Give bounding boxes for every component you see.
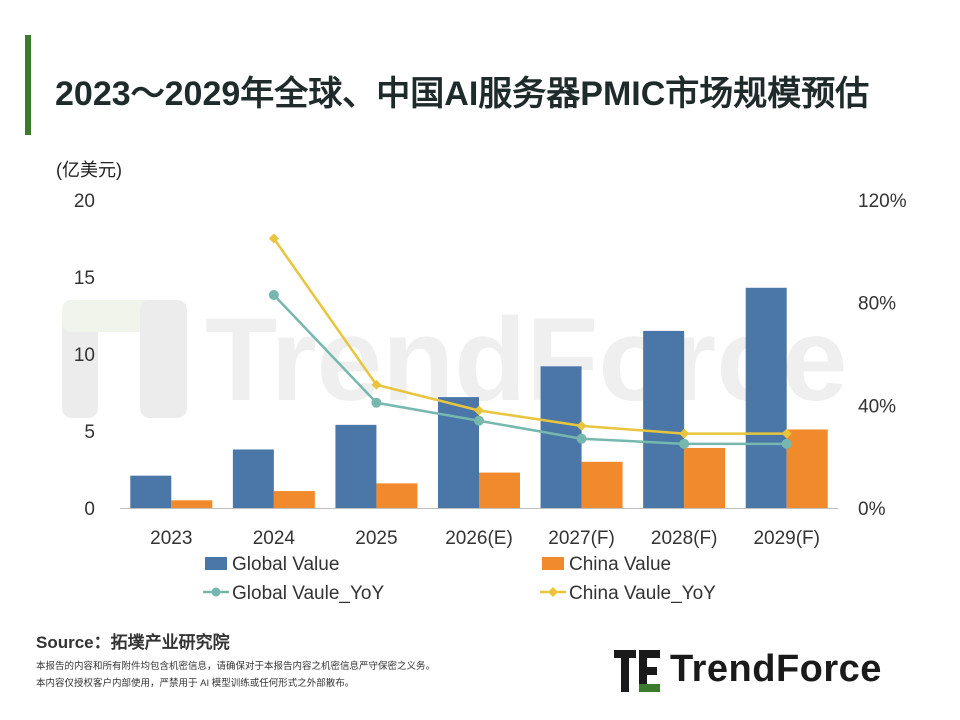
y-tick-label: 15 bbox=[74, 268, 95, 289]
china-value-bar bbox=[479, 472, 520, 508]
global-value-bar bbox=[130, 475, 172, 508]
x-tick-label: 2025 bbox=[355, 528, 397, 549]
china-value-bar bbox=[581, 461, 623, 508]
china-yoy-marker bbox=[474, 405, 484, 416]
china-yoy-line bbox=[272, 237, 787, 435]
y-tick-label: 10 bbox=[74, 345, 95, 366]
x-tick-label: 2023 bbox=[150, 528, 192, 549]
disclaimer-2: 本内容仅授权客户内部使用，严禁用于 AI 模型训练或任何形式之外部散布。 bbox=[36, 678, 355, 689]
global-yoy-marker bbox=[679, 438, 690, 449]
y2-tick-label: 0% bbox=[858, 499, 886, 520]
global-value-bar bbox=[745, 287, 787, 508]
y2-tick-label: 120% bbox=[858, 191, 907, 212]
legend-marker bbox=[211, 587, 221, 597]
trendforce-logo-mark-icon bbox=[614, 650, 660, 692]
legend-label: Global Vaule_YoY bbox=[232, 583, 384, 604]
y2-tick-label: 80% bbox=[858, 294, 896, 315]
watermark: TrendForce bbox=[62, 294, 848, 426]
source-label: Source：拓墣产业研究院 bbox=[36, 633, 230, 652]
disclaimer-1: 本报告的内容和所有附件均包含机密信息，请确保对于本报告内容之机密信息严守保密之义… bbox=[36, 661, 436, 672]
x-tick-label: 2024 bbox=[253, 528, 296, 549]
china-value-bar bbox=[171, 500, 213, 508]
global-yoy-marker bbox=[268, 289, 279, 300]
global-yoy-line bbox=[272, 294, 787, 446]
watermark-mark bbox=[140, 300, 187, 418]
global-yoy-marker bbox=[474, 415, 484, 426]
legend-swatch bbox=[542, 557, 564, 570]
china-yoy-marker bbox=[371, 379, 382, 390]
y2-tick-label: 40% bbox=[858, 396, 896, 417]
axes: (亿美元) 0 5 10 15 20 0% 40% 80% 120% 2023 2024 2025 202… bbox=[56, 160, 907, 549]
global-value-bar bbox=[232, 449, 274, 508]
legend-label: China Value bbox=[569, 554, 671, 575]
watermark-text: TrendForce bbox=[205, 294, 848, 426]
china-yoy-marker bbox=[576, 420, 587, 431]
legend: Global Value China Value Global Vaule_YoY C… bbox=[203, 554, 716, 604]
china-value-bar bbox=[786, 429, 828, 508]
global-value-bar bbox=[335, 424, 377, 508]
legend-label: China Vaule_YoY bbox=[569, 583, 716, 604]
global-value-bar bbox=[643, 330, 685, 508]
y-tick-label: 5 bbox=[84, 422, 95, 443]
y-axis-unit-label: (亿美元) bbox=[56, 160, 122, 180]
legend-label: Global Value bbox=[232, 554, 339, 575]
legend-swatch bbox=[205, 557, 227, 570]
china-yoy-marker bbox=[268, 233, 279, 244]
x-tick-label: 2028(F) bbox=[651, 528, 718, 549]
x-tick-label: 2026(E) bbox=[445, 528, 513, 549]
title-accent-bar bbox=[25, 35, 31, 135]
china-value-bar bbox=[273, 491, 315, 508]
y-tick-label: 20 bbox=[74, 191, 95, 212]
y-tick-label: 0 bbox=[84, 499, 95, 520]
china-value-bar bbox=[684, 447, 726, 508]
logo-text: TrendForce bbox=[670, 648, 882, 690]
lines bbox=[268, 233, 792, 449]
chart: TrendForce (亿美元) 0 5 10 15 20 0% 40% 80% 120% 2023… bbox=[56, 160, 907, 604]
page-title: 2023～2029年全球、中国AI服务器PMIC市场规模预估 bbox=[55, 75, 870, 113]
global-yoy-marker bbox=[576, 433, 587, 444]
bars bbox=[130, 287, 828, 508]
global-yoy-marker bbox=[781, 438, 792, 449]
china-yoy-marker bbox=[781, 428, 792, 439]
china-yoy-marker bbox=[679, 428, 690, 439]
global-yoy-marker bbox=[371, 397, 382, 408]
trendforce-logo: TrendForce bbox=[612, 646, 932, 696]
china-value-bar bbox=[376, 483, 418, 508]
x-tick-label: 2029(F) bbox=[753, 528, 820, 549]
legend-marker bbox=[548, 587, 558, 597]
x-tick-label: 2027(F) bbox=[548, 528, 615, 549]
